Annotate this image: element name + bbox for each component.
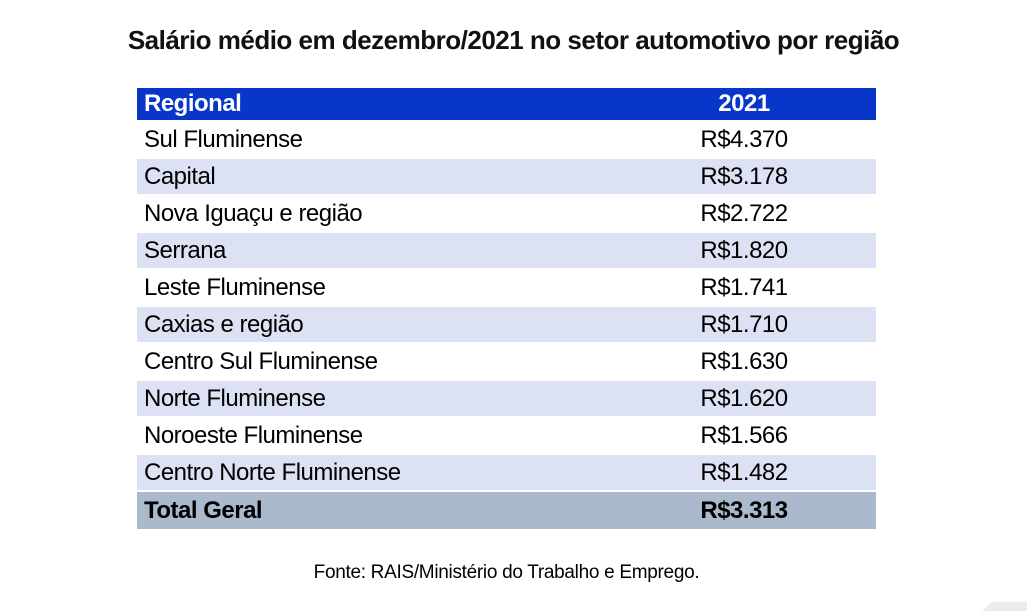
table-row: Serrana R$1.820: [137, 231, 876, 269]
region-cell: Capital: [137, 157, 612, 195]
value-cell: R$2.722: [612, 194, 876, 232]
column-header-2021: 2021: [612, 88, 876, 121]
region-cell: Noroeste Fluminense: [137, 416, 612, 454]
value-cell: R$1.620: [612, 379, 876, 417]
table-row: Norte Fluminense R$1.620: [137, 379, 876, 417]
table-row: Nova Iguaçu e região R$2.722: [137, 194, 876, 232]
value-cell: R$1.566: [612, 416, 876, 454]
header-row: Regional 2021: [137, 88, 876, 121]
corner-artifact: [981, 602, 1027, 611]
value-cell: R$4.370: [612, 120, 876, 158]
region-cell: Nova Iguaçu e região: [137, 194, 612, 232]
region-cell: Centro Norte Fluminense: [137, 453, 612, 491]
total-label: Total Geral: [137, 490, 612, 529]
value-cell: R$1.630: [612, 342, 876, 380]
region-cell: Norte Fluminense: [137, 379, 612, 417]
table-row: Centro Norte Fluminense R$1.482: [137, 453, 876, 491]
table-body: Sul Fluminense R$4.370 Capital R$3.178 Nova …: [137, 120, 876, 491]
value-cell: R$3.178: [612, 157, 876, 195]
region-cell: Leste Fluminense: [137, 268, 612, 306]
table-footer: Total Geral R$3.313: [137, 490, 876, 529]
value-cell: R$1.482: [612, 453, 876, 491]
table-row: Sul Fluminense R$4.370: [137, 120, 876, 158]
region-cell: Serrana: [137, 231, 612, 269]
source-note: Fonte: RAIS/Ministério do Trabalho e Emp…: [313, 562, 700, 583]
region-cell: Sul Fluminense: [137, 120, 612, 158]
salary-table: Regional 2021 Sul Fluminense R$4.370 Capit…: [137, 88, 876, 529]
table-header: Regional 2021: [137, 88, 876, 121]
table-row: Capital R$3.178: [137, 157, 876, 195]
page-title: Salário médio em dezembro/2021 no setor …: [127, 25, 900, 55]
table-row: Caxias e região R$1.710: [137, 305, 876, 343]
table-row: Centro Sul Fluminense R$1.630: [137, 342, 876, 380]
total-value: R$3.313: [612, 490, 876, 529]
region-cell: Centro Sul Fluminense: [137, 342, 612, 380]
value-cell: R$1.741: [612, 268, 876, 306]
value-cell: R$1.820: [612, 231, 876, 269]
table-row: Noroeste Fluminense R$1.566: [137, 416, 876, 454]
total-row: Total Geral R$3.313: [137, 490, 876, 529]
column-header-regional: Regional: [137, 88, 612, 121]
region-cell: Caxias e região: [137, 305, 612, 343]
value-cell: R$1.710: [612, 305, 876, 343]
table-row: Leste Fluminense R$1.741: [137, 268, 876, 306]
